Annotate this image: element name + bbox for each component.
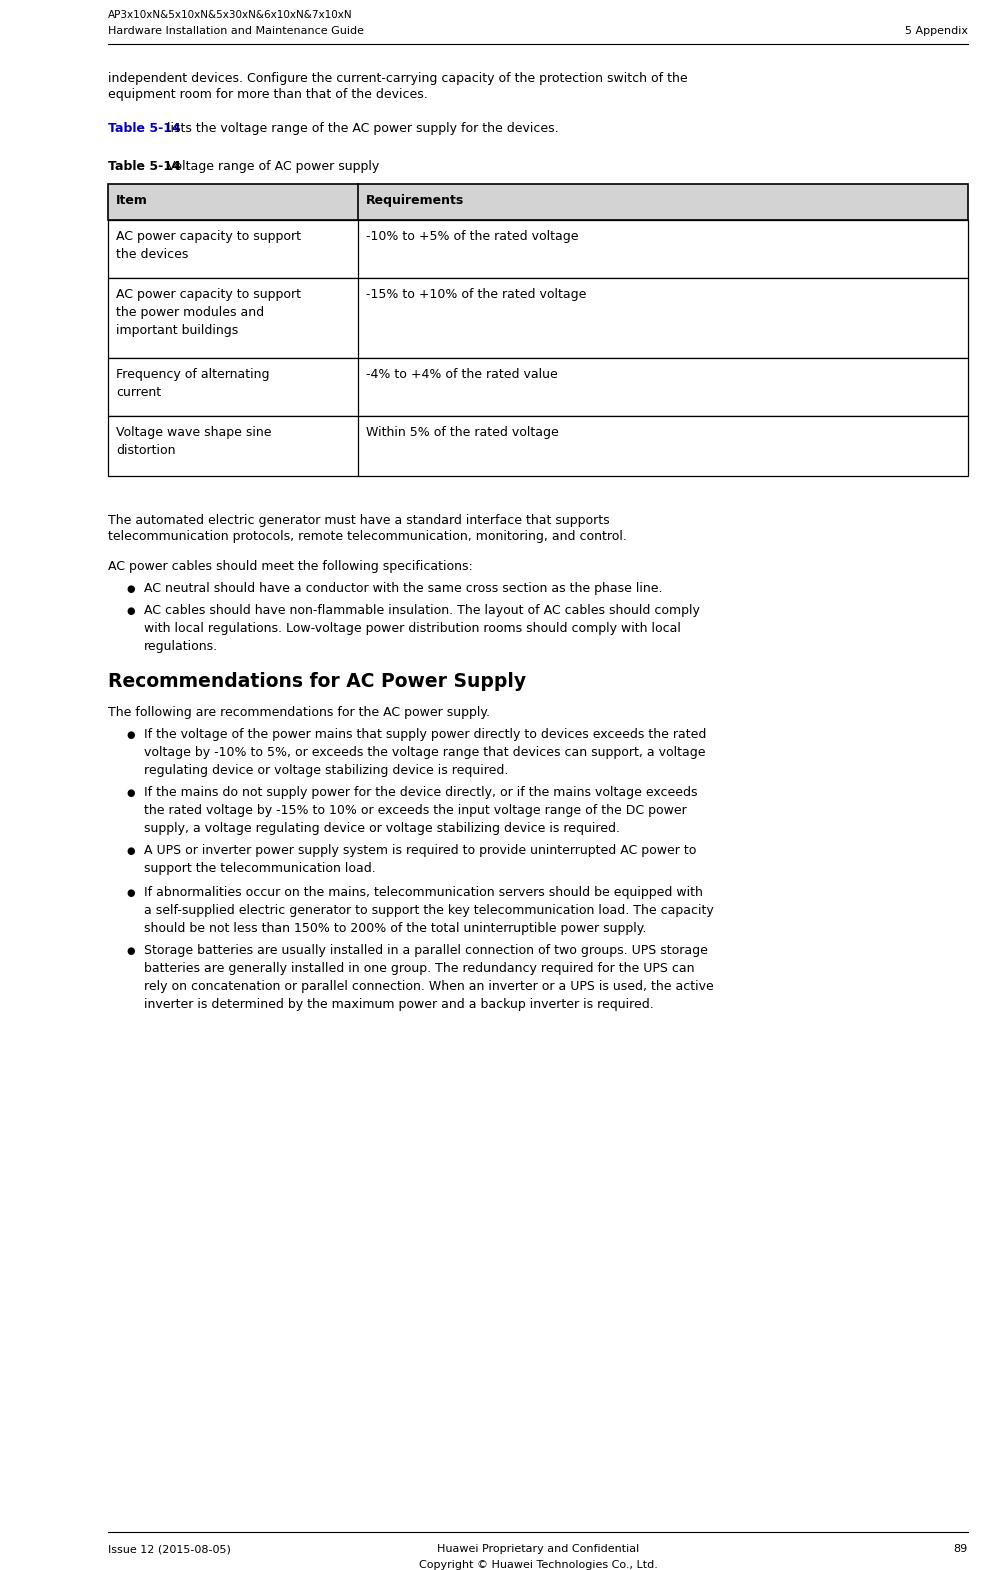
Text: ●: ● (126, 788, 135, 798)
Text: Table 5-14: Table 5-14 (108, 160, 181, 173)
Text: AC power capacity to support
the power modules and
important buildings: AC power capacity to support the power m… (116, 287, 302, 338)
Text: 89: 89 (954, 1543, 968, 1554)
Text: Voltage range of AC power supply: Voltage range of AC power supply (163, 160, 379, 173)
Text: ●: ● (126, 889, 135, 898)
Text: Huawei Proprietary and Confidential: Huawei Proprietary and Confidential (437, 1543, 639, 1554)
Text: telecommunication protocols, remote telecommunication, monitoring, and control.: telecommunication protocols, remote tele… (108, 531, 627, 543)
Text: If the voltage of the power mains that supply power directly to devices exceeds : If the voltage of the power mains that s… (144, 728, 707, 777)
Text: ●: ● (126, 584, 135, 593)
Text: Storage batteries are usually installed in a parallel connection of two groups. : Storage batteries are usually installed … (144, 944, 714, 1011)
Text: AC cables should have non-flammable insulation. The layout of AC cables should c: AC cables should have non-flammable insu… (144, 604, 699, 653)
Text: lists the voltage range of the AC power supply for the devices.: lists the voltage range of the AC power … (163, 122, 559, 135)
Text: Issue 12 (2015-08-05): Issue 12 (2015-08-05) (108, 1543, 231, 1554)
Text: -15% to +10% of the rated voltage: -15% to +10% of the rated voltage (366, 287, 586, 301)
Text: Item: Item (116, 195, 148, 207)
Text: AC power capacity to support
the devices: AC power capacity to support the devices (116, 229, 302, 261)
Text: -4% to +4% of the rated value: -4% to +4% of the rated value (366, 367, 558, 382)
Text: ●: ● (126, 606, 135, 615)
Text: ●: ● (126, 846, 135, 856)
Text: Requirements: Requirements (366, 195, 464, 207)
Text: If the mains do not supply power for the device directly, or if the mains voltag: If the mains do not supply power for the… (144, 787, 697, 835)
Bar (108, 278, 968, 358)
Text: Within 5% of the rated voltage: Within 5% of the rated voltage (366, 425, 559, 440)
Text: -10% to +5% of the rated voltage: -10% to +5% of the rated voltage (366, 229, 579, 243)
Text: Hardware Installation and Maintenance Guide: Hardware Installation and Maintenance Gu… (108, 27, 364, 36)
Bar (108, 358, 968, 416)
Text: AP3x10xN&5x10xN&5x30xN&6x10xN&7x10xN: AP3x10xN&5x10xN&5x30xN&6x10xN&7x10xN (108, 9, 353, 20)
Text: Frequency of alternating
current: Frequency of alternating current (116, 367, 269, 399)
Text: Recommendations for AC Power Supply: Recommendations for AC Power Supply (108, 672, 527, 691)
Text: AC power cables should meet the following specifications:: AC power cables should meet the followin… (108, 560, 472, 573)
Text: Table 5-14: Table 5-14 (108, 122, 181, 135)
Text: Voltage wave shape sine
distortion: Voltage wave shape sine distortion (116, 425, 271, 457)
Text: The automated electric generator must have a standard interface that supports: The automated electric generator must ha… (108, 513, 610, 528)
Text: AC neutral should have a conductor with the same cross section as the phase line: AC neutral should have a conductor with … (144, 582, 662, 595)
Text: ●: ● (126, 947, 135, 956)
Text: ●: ● (126, 730, 135, 739)
Text: independent devices. Configure the current-carrying capacity of the protection s: independent devices. Configure the curre… (108, 72, 687, 85)
Bar (108, 220, 968, 278)
Text: equipment room for more than that of the devices.: equipment room for more than that of the… (108, 88, 428, 100)
Text: Copyright © Huawei Technologies Co., Ltd.: Copyright © Huawei Technologies Co., Ltd… (418, 1561, 657, 1570)
Text: If abnormalities occur on the mains, telecommunication servers should be equippe: If abnormalities occur on the mains, tel… (144, 885, 714, 936)
Text: A UPS or inverter power supply system is required to provide uninterrupted AC po: A UPS or inverter power supply system is… (144, 845, 696, 874)
Text: 5 Appendix: 5 Appendix (904, 27, 968, 36)
Text: The following are recommendations for the AC power supply.: The following are recommendations for th… (108, 706, 490, 719)
Bar (108, 416, 968, 476)
Bar (108, 184, 968, 220)
